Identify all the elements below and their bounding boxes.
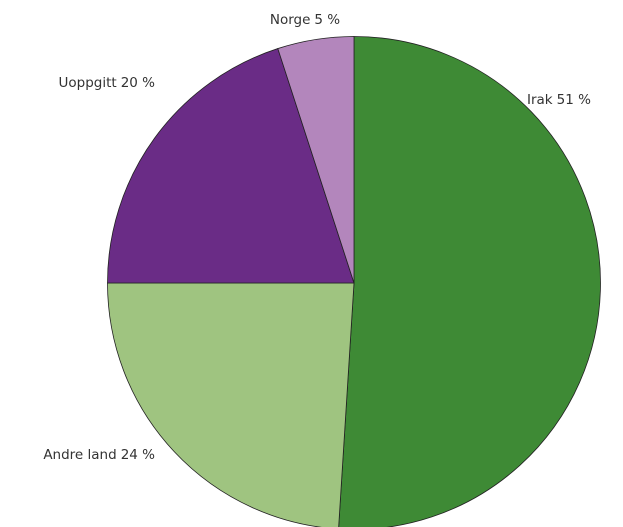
category-label: Uoppgitt [59, 75, 117, 91]
slice-label: Irak 51 % [527, 92, 591, 108]
pie-slice [338, 36, 601, 527]
category-label: Irak [527, 92, 553, 108]
slice-label: Andre land 24 % [43, 447, 155, 463]
value-label: 24 % [121, 447, 155, 463]
pie-slice [107, 282, 355, 527]
slice-label: Uoppgitt 20 % [59, 75, 156, 91]
slice-label: Norge 5 % [270, 12, 340, 28]
category-label: Andre land [43, 447, 116, 463]
value-label: 51 % [557, 92, 591, 108]
value-label: 20 % [121, 75, 155, 91]
pie-slice [277, 36, 355, 284]
pie-slice [107, 48, 355, 284]
value-label: 5 % [314, 12, 340, 28]
category-label: Norge [270, 12, 311, 28]
